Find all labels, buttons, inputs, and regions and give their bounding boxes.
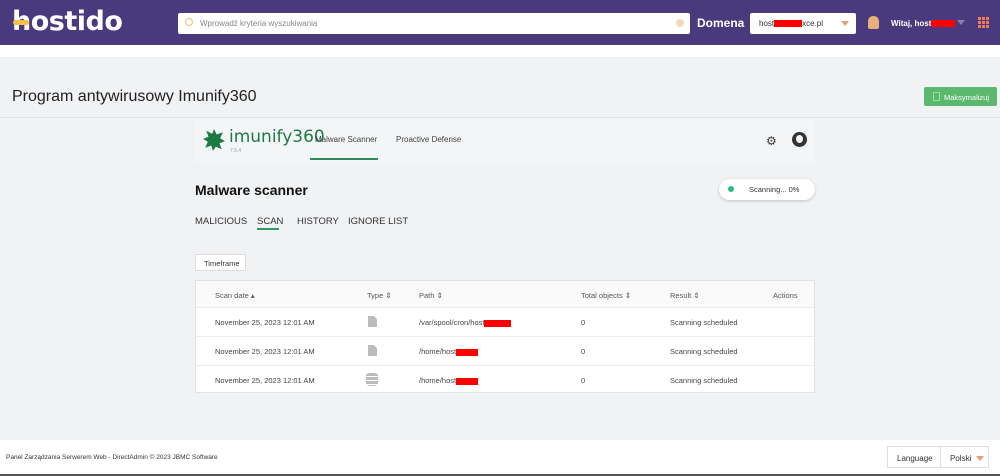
active-nav-indicator [310,158,378,160]
active-tab-indicator [257,228,279,230]
result: Scanning scheduled [670,376,738,385]
header-label: Scan date [215,291,249,300]
language-select[interactable]: Language Polski [887,446,989,468]
status-text: Scanning... 0% [749,185,800,194]
chevron-down-icon [841,21,849,26]
maximize-icon [933,92,940,101]
imunify-nav: imunify360 7.5.4 Malware Scanner Proacti… [195,120,815,163]
path: /home/host [419,347,479,356]
tab-malicious[interactable]: MALICIOUS [195,216,248,227]
database-icon [366,373,378,386]
redaction [931,20,956,28]
hostido-logo[interactable]: hostido [12,6,123,37]
tab-scan[interactable]: SCAN [257,216,284,227]
greeting: Witaj, host [891,19,932,28]
table-row[interactable]: November 25, 2023 12:01 AM /var/spool/cr… [196,308,814,337]
search-icon [185,18,193,26]
footer-text: Panel Zarządzania Serwerem Web - DirectA… [6,454,218,461]
maximize-label: Maksymalizuj [944,93,990,102]
imunify-logo-icon [203,129,225,151]
user-menu[interactable]: Witaj, host [891,19,956,28]
maximize-button[interactable]: Maksymalizuj [924,87,997,106]
header-label: Type [367,291,384,300]
header-actions: Actions [773,291,798,300]
table-header: Scan date ▴ Type ⇕ Path ⇕ Total objects … [196,281,814,308]
header-label: Path [419,291,435,300]
path-text: /var/spool/cron/host [419,318,485,327]
logo-text: hostido [12,6,123,37]
domain-prefix: host [759,19,775,28]
divider [0,117,1000,118]
path-text: /home/host [419,347,457,356]
domain-suffix: xce.pl [802,19,824,28]
table-row[interactable]: November 25, 2023 12:01 AM /home/host 0 … [196,366,814,395]
nav-proactive-defense[interactable]: Proactive Defense [396,135,462,144]
user-avatar-icon[interactable] [868,16,879,29]
page-title: Program antywirusowy Imunify360 [12,88,257,105]
apps-grid-icon[interactable] [978,17,989,28]
nav-malware-scanner[interactable]: Malware Scanner [315,135,378,144]
profile-icon[interactable] [792,132,807,147]
domain-label: Domena [697,16,745,30]
language-label: Language [897,454,933,463]
footer: Panel Zarządzania Serwerem Web - DirectA… [0,440,1000,474]
search-input[interactable]: Wprowadź kryteria wyszukiwania [178,13,690,34]
version: 7.5.4 [230,148,242,154]
clear-icon[interactable] [676,19,684,27]
table-row[interactable]: November 25, 2023 12:01 AM /home/host 0 … [196,337,814,366]
header-label: Total objects [581,291,623,300]
result: Scanning scheduled [670,347,738,356]
path-text: /home/host [419,376,457,385]
redaction [456,377,479,385]
search-placeholder: Wprowadź kryteria wyszukiwania [200,19,318,28]
file-icon [368,345,377,356]
status-dot-icon [728,186,734,192]
divider [940,447,941,467]
header-scan-date[interactable]: Scan date ▴ [215,291,255,300]
redaction [456,348,479,356]
total-objects: 0 [581,347,586,356]
domain-select[interactable]: host xce.pl [750,13,856,34]
language-value: Polski [950,454,972,463]
chevron-down-icon[interactable] [957,20,965,25]
scan-date: November 25, 2023 12:01 AM [215,318,315,327]
result: Scanning scheduled [670,318,738,327]
redaction [774,20,803,28]
path: /var/spool/cron/host [419,318,512,327]
top-header: hostido Wprowadź kryteria wyszukiwania D… [0,0,1000,45]
header-total-objects[interactable]: Total objects ⇕ [581,291,632,300]
tab-ignore-list[interactable]: IGNORE LIST [348,216,409,227]
file-icon [368,316,377,327]
total-objects: 0 [581,376,586,385]
gear-icon[interactable]: ⚙ [766,134,777,148]
header-result[interactable]: Result ⇕ [670,291,700,300]
scan-table: Scan date ▴ Type ⇕ Path ⇕ Total objects … [195,280,815,393]
total-objects: 0 [581,318,586,327]
chevron-down-icon [976,456,984,461]
imunify-logo: imunify360 [229,127,325,147]
scan-date: November 25, 2023 12:01 AM [215,376,315,385]
tab-history[interactable]: HISTORY [297,216,339,227]
scan-status: Scanning... 0% [719,179,815,200]
header-type[interactable]: Type ⇕ [367,291,392,300]
scan-date: November 25, 2023 12:01 AM [215,347,315,356]
taskbar-edge [0,474,1000,476]
redaction [484,319,512,327]
timeframe-button[interactable]: Timeframe [195,254,246,271]
header-path[interactable]: Path ⇕ [419,291,443,300]
path: /home/host [419,376,479,385]
section-title: Malware scanner [195,182,308,198]
header-label: Result [670,291,692,300]
breadcrumb-strip [0,45,1000,57]
